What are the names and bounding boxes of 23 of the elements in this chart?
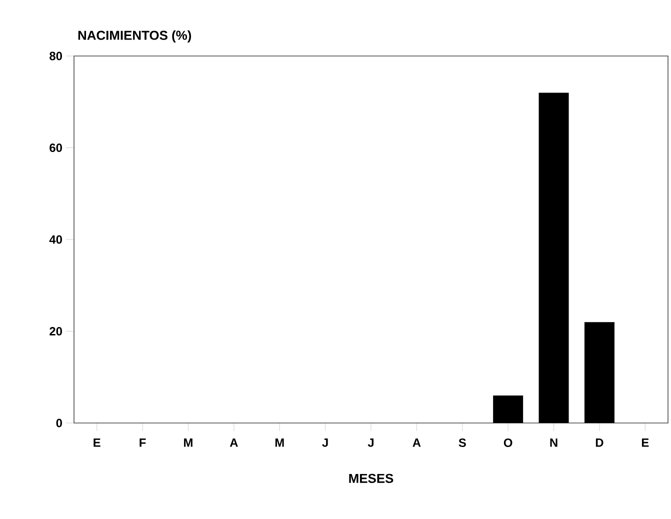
x-tick-label: S xyxy=(458,438,466,447)
x-tick-label: E xyxy=(94,438,100,447)
x-axis-title: MESES xyxy=(349,474,394,483)
x-tick-label: N xyxy=(550,438,558,447)
y-tick-label: 80 xyxy=(50,52,62,60)
bar xyxy=(493,395,524,423)
x-tick-label: E xyxy=(642,438,649,447)
x-tick-label: A xyxy=(230,438,238,447)
x-tick-label: F xyxy=(140,438,146,447)
x-tick-label: M xyxy=(275,438,284,447)
y-tick-label: 20 xyxy=(50,327,62,336)
y-tick-label: 40 xyxy=(49,235,62,244)
x-tick-label: M xyxy=(184,438,192,447)
x-tick-label: J xyxy=(322,438,328,447)
y-tick-label: 0 xyxy=(56,418,62,428)
x-tick-label: O xyxy=(504,438,512,447)
y-axis-title: NACIMIENTOS (%) xyxy=(78,30,192,42)
x-tick-label: A xyxy=(412,438,421,447)
y-tick-label: 60 xyxy=(50,144,62,152)
x-tick-label: J xyxy=(368,438,374,447)
x-tick-label: D xyxy=(596,438,604,447)
bar xyxy=(538,92,569,423)
bar xyxy=(584,322,614,423)
